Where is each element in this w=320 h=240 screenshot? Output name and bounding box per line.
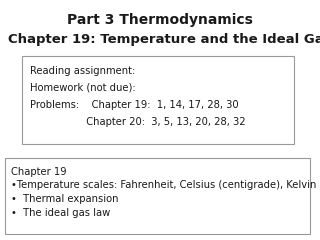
Text: Chapter 19: Chapter 19 bbox=[11, 167, 67, 177]
Text: Reading assignment:: Reading assignment: bbox=[30, 66, 135, 76]
Text: Chapter 19: Temperature and the Ideal Gas Law: Chapter 19: Temperature and the Ideal Ga… bbox=[8, 33, 320, 46]
Text: Chapter 20:  3, 5, 13, 20, 28, 32: Chapter 20: 3, 5, 13, 20, 28, 32 bbox=[30, 117, 246, 127]
Bar bbox=[5, 158, 310, 234]
Text: Part 3 Thermodynamics: Part 3 Thermodynamics bbox=[67, 13, 253, 27]
Text: •  Thermal expansion: • Thermal expansion bbox=[11, 194, 118, 204]
Text: Problems:    Chapter 19:  1, 14, 17, 28, 30: Problems: Chapter 19: 1, 14, 17, 28, 30 bbox=[30, 100, 239, 110]
Text: •  The ideal gas law: • The ideal gas law bbox=[11, 208, 110, 218]
Bar bbox=[22, 56, 294, 144]
Text: Homework (not due):: Homework (not due): bbox=[30, 83, 136, 93]
Text: •Temperature scales: Fahrenheit, Celsius (centigrade), Kelvin: •Temperature scales: Fahrenheit, Celsius… bbox=[11, 180, 316, 190]
